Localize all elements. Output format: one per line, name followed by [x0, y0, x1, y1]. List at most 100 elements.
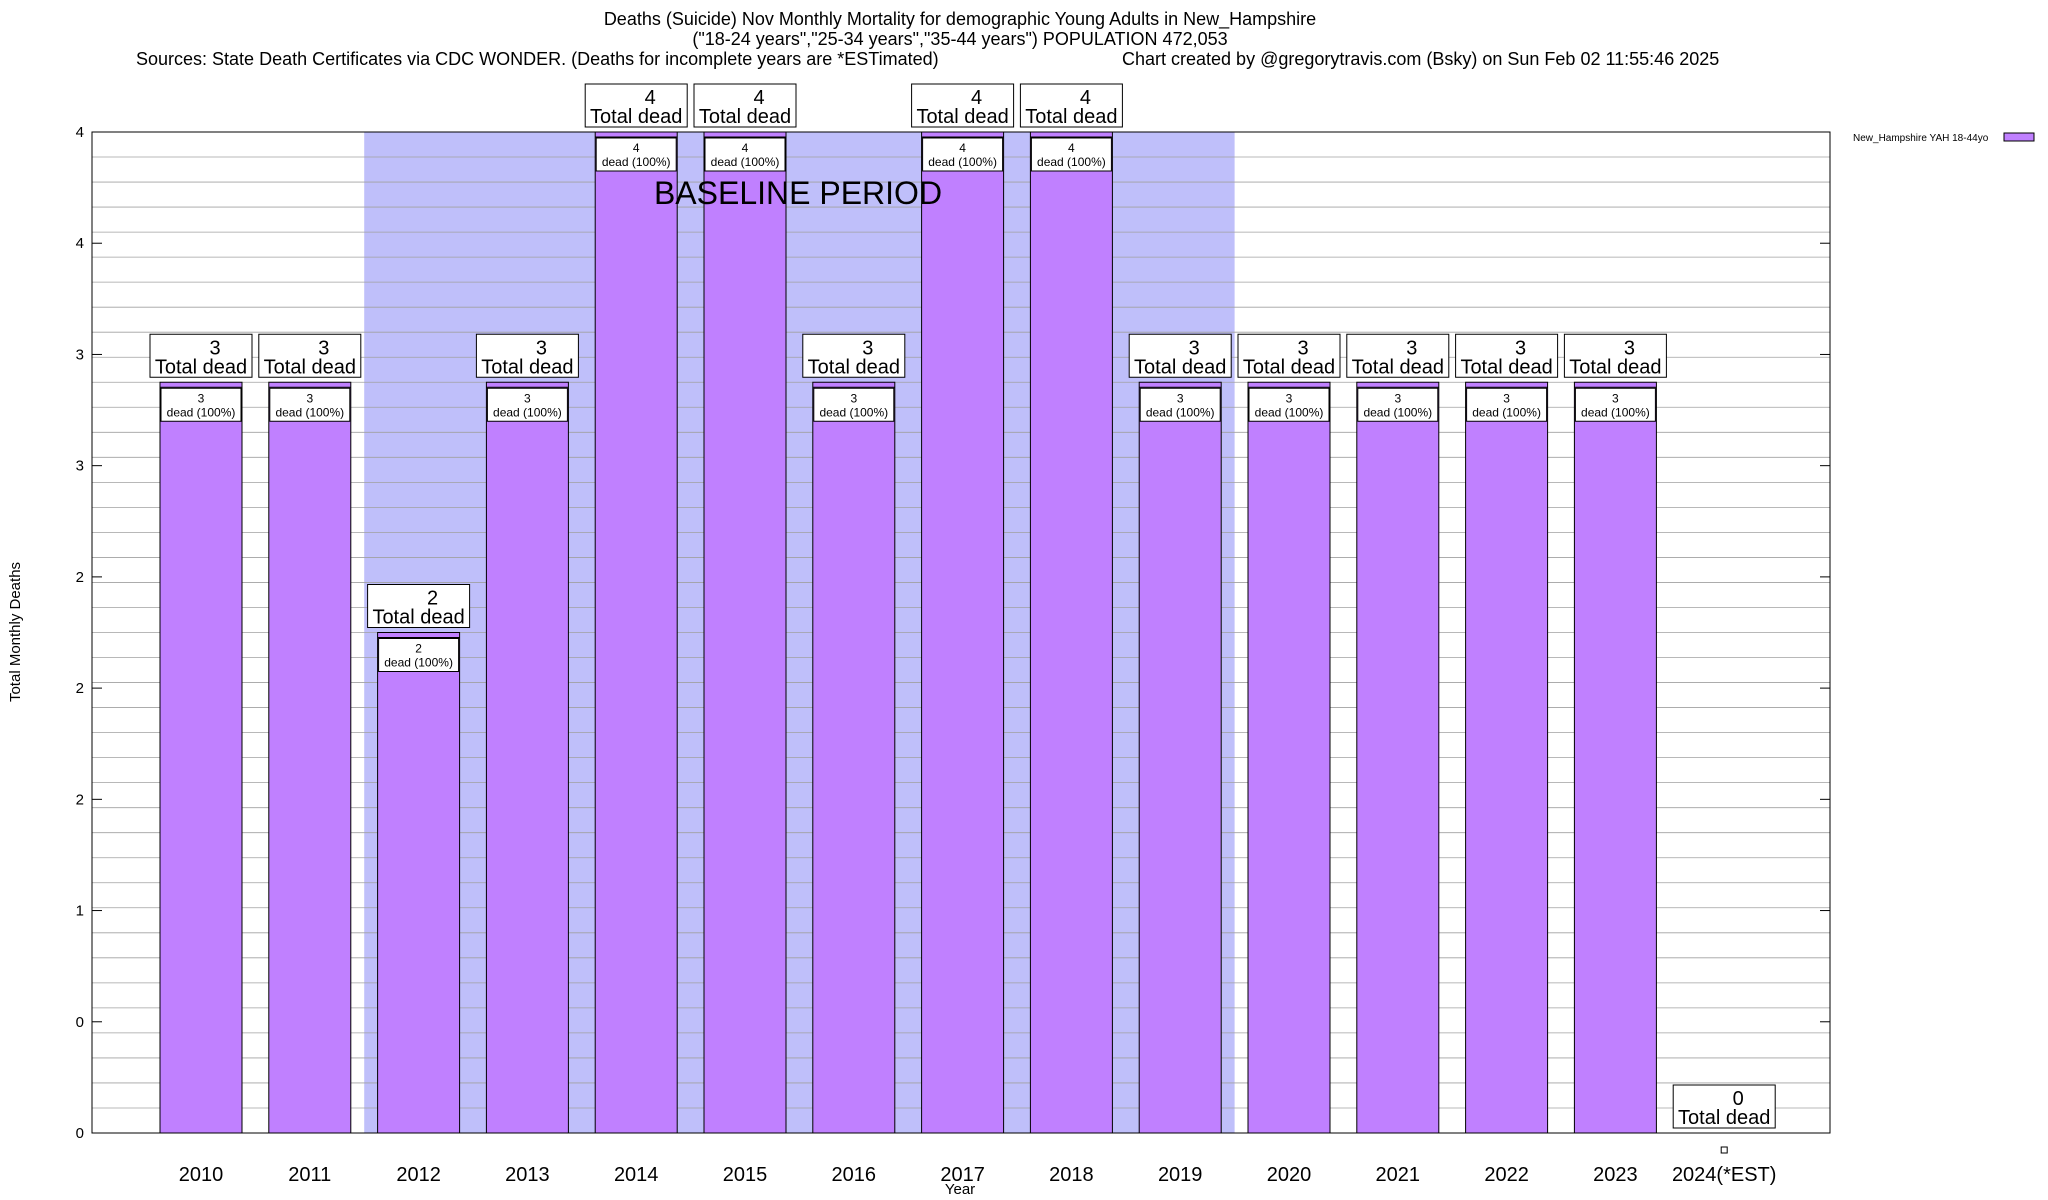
inner-value-label: 3	[1286, 391, 1293, 405]
inner-value-label: 3	[198, 391, 205, 405]
total-dead-label: Total dead	[1678, 1107, 1770, 1129]
total-value-label: 3	[536, 337, 547, 359]
bar	[159, 381, 243, 1134]
x-tick-label: 2011	[288, 1164, 331, 1186]
total-label-box	[693, 83, 797, 128]
x-tick-label: 2018	[1049, 1164, 1094, 1186]
total-value-label: 3	[1515, 337, 1526, 359]
x-tick-label: 2016	[832, 1164, 877, 1186]
inner-value-label: 3	[1503, 391, 1510, 405]
total-label-box	[1672, 1084, 1776, 1129]
total-value-label: 4	[753, 87, 764, 109]
inner-value-label: 4	[1068, 141, 1075, 155]
inner-value-label: 3	[1394, 391, 1401, 405]
inner-value-label: 4	[742, 141, 749, 155]
zero-point-marker	[1720, 1146, 1728, 1154]
inner-dead-label: dead (100%)	[384, 656, 453, 670]
inner-dead-label: dead (100%)	[275, 405, 344, 419]
inner-label-box	[595, 137, 677, 172]
total-dead-label: Total dead	[1243, 356, 1335, 378]
x-tick-label: 2014	[614, 1164, 659, 1186]
y-tick-label: 4	[76, 124, 84, 141]
inner-label-box	[704, 137, 786, 172]
x-tick-label: 2017	[940, 1164, 985, 1186]
x-tick-label: 2020	[1267, 1164, 1312, 1186]
total-label-box	[149, 333, 253, 378]
total-dead-label: Total dead	[481, 356, 573, 378]
x-tick-label: 2024(*EST)	[1672, 1164, 1777, 1186]
bar	[594, 131, 678, 1134]
total-value-label: 0	[1733, 1088, 1744, 1110]
inner-label-box	[1574, 387, 1656, 422]
inner-label-box	[486, 387, 568, 422]
inner-value-label: 4	[959, 141, 966, 155]
total-value-label: 4	[645, 87, 656, 109]
y-tick-label: 3	[76, 458, 84, 475]
bar	[485, 381, 569, 1134]
total-dead-label: Total dead	[699, 106, 791, 128]
inner-dead-label: dead (100%)	[602, 155, 671, 169]
total-value-label: 2	[427, 588, 438, 610]
total-dead-label: Total dead	[155, 356, 247, 378]
y-tick-label: 0	[76, 1125, 84, 1142]
bar	[1356, 381, 1440, 1134]
baseline-annotation: BASELINE PERIOD	[654, 175, 942, 211]
total-value-label: 3	[318, 337, 329, 359]
legend-label: New_Hampshire YAH 18-44yo	[1853, 133, 1989, 144]
inner-label-box	[813, 387, 895, 422]
total-label-box	[1237, 333, 1341, 378]
total-label-box	[802, 333, 906, 378]
total-label-box	[475, 333, 579, 378]
y-tick-label: 2	[76, 569, 84, 586]
y-tick-label: 1	[76, 903, 84, 920]
inner-dead-label: dead (100%)	[819, 405, 888, 419]
plot-border	[91, 131, 1831, 1134]
inner-value-label: 3	[524, 391, 531, 405]
y-axis-label: Total Monthly Deaths	[7, 562, 24, 702]
bar	[812, 381, 896, 1134]
inner-dead-label: dead (100%)	[167, 405, 236, 419]
bar	[1138, 381, 1222, 1134]
bar	[377, 632, 461, 1134]
inner-dead-label: dead (100%)	[1363, 405, 1432, 419]
total-dead-label: Total dead	[1352, 356, 1444, 378]
chart-subtitle: ("18-24 years","25-34 years","35-44 year…	[692, 29, 1227, 49]
total-dead-label: Total dead	[808, 356, 900, 378]
bar	[1029, 131, 1113, 1134]
total-label-box	[258, 333, 362, 378]
inner-label-box	[922, 137, 1004, 172]
inner-label-box	[378, 638, 460, 672]
x-tick-label: 2022	[1484, 1164, 1529, 1186]
total-label-box	[1346, 333, 1450, 378]
x-tick-label: 2021	[1376, 1164, 1421, 1186]
total-value-label: 3	[1189, 337, 1200, 359]
inner-dead-label: dead (100%)	[1255, 405, 1324, 419]
y-tick-label: 2	[76, 791, 84, 808]
inner-label-box	[1139, 387, 1221, 422]
total-label-box	[1455, 333, 1559, 378]
x-tick-label: 2012	[396, 1164, 441, 1186]
x-tick-label: 2015	[723, 1164, 768, 1186]
legend-swatch	[2003, 132, 2035, 142]
total-label-box	[1128, 333, 1232, 378]
x-axis-label: Year	[945, 1181, 975, 1198]
inner-value-label: 3	[850, 391, 857, 405]
y-tick-label: 2	[76, 680, 84, 697]
inner-dead-label: dead (100%)	[1581, 405, 1650, 419]
inner-dead-label: dead (100%)	[928, 155, 997, 169]
chart-source: Sources: State Death Certificates via CD…	[136, 49, 939, 69]
chart-credit: Chart created by @gregorytravis.com (Bsk…	[1122, 49, 1719, 69]
inner-dead-label: dead (100%)	[1037, 155, 1106, 169]
bar-layer	[159, 131, 1728, 1154]
total-value-label: 4	[1080, 87, 1091, 109]
total-value-label: 3	[1297, 337, 1308, 359]
total-dead-label: Total dead	[1134, 356, 1226, 378]
inner-value-label: 3	[1177, 391, 1184, 405]
inner-dead-label: dead (100%)	[1472, 405, 1541, 419]
x-tick-label: 2013	[505, 1164, 550, 1186]
total-dead-label: Total dead	[1460, 356, 1552, 378]
inner-dead-label: dead (100%)	[711, 155, 780, 169]
